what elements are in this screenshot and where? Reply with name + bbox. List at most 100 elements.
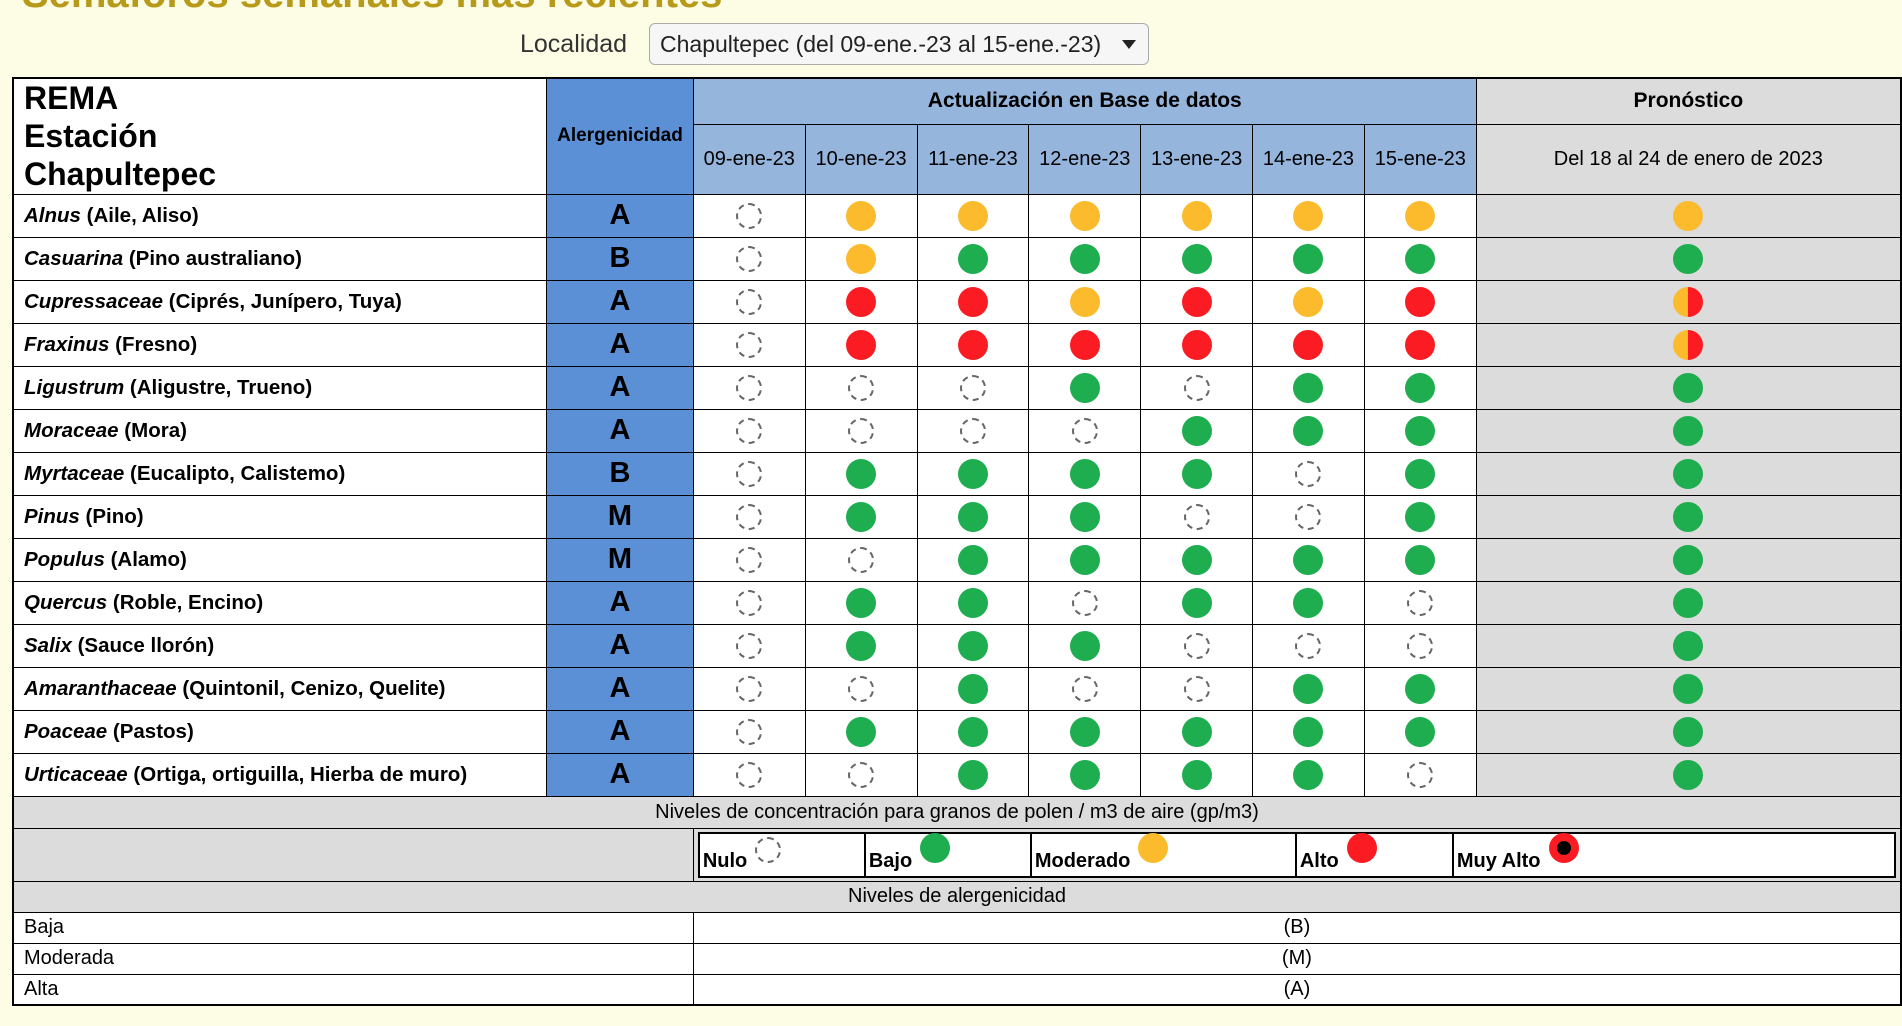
allergenicity-value: A — [546, 752, 694, 797]
forecast-cell — [1475, 365, 1902, 410]
genus-name: Casuarina — [24, 246, 124, 270]
level-cell — [804, 537, 918, 582]
bajo-level-icon — [957, 587, 988, 618]
level-cell — [804, 322, 918, 367]
genus-name: Myrtaceae — [24, 461, 125, 485]
split-level-icon — [1673, 329, 1704, 360]
bajo-level-icon — [1405, 415, 1436, 446]
bajo-level-icon — [1673, 372, 1704, 403]
genus-name: Urticaceae — [24, 762, 128, 786]
bajo-level-icon — [1673, 630, 1704, 661]
level-cell — [1140, 279, 1254, 324]
nulo-level-icon — [1071, 675, 1098, 702]
bajo-level-icon — [846, 587, 877, 618]
bajo-level-icon — [1673, 673, 1704, 704]
allergenicity-value: A — [546, 193, 694, 238]
level-cell — [1140, 365, 1254, 410]
allergenicity-level-row: Moderada (M) — [12, 942, 1902, 975]
forecast-cell — [1475, 494, 1902, 539]
level-cell — [916, 752, 1030, 797]
nulo-level-icon — [848, 675, 875, 702]
level-cell — [1028, 623, 1142, 668]
bajo-level-icon — [1293, 759, 1324, 790]
bajo-level-icon — [1181, 587, 1212, 618]
bajo-level-icon — [1181, 759, 1212, 790]
level-cell — [1252, 537, 1365, 582]
locality-select[interactable]: Chapultepec (del 09-ene.-23 al 15-ene.-2… — [649, 23, 1150, 65]
forecast-cell — [1475, 193, 1902, 238]
bajo-level-icon — [1405, 458, 1436, 489]
nulo-level-icon — [848, 374, 875, 401]
update-header: Actualización en Base de datos — [692, 77, 1477, 125]
level-cell — [916, 236, 1030, 281]
bajo-level-icon — [957, 673, 988, 704]
level-cell — [1028, 580, 1142, 625]
bajo-level-icon — [1405, 673, 1436, 704]
level-cell — [916, 408, 1030, 453]
level-cell — [804, 666, 918, 711]
level-cell — [804, 494, 918, 539]
alto-level-icon — [1346, 832, 1377, 863]
level-cell — [804, 408, 918, 453]
level-cell — [1363, 236, 1477, 281]
nulo-level-icon — [1183, 632, 1210, 659]
allergenicity-value: B — [546, 236, 694, 281]
nulo-level-icon — [736, 374, 763, 401]
moderado-level-icon — [1138, 832, 1169, 863]
alto-level-icon — [1181, 286, 1212, 317]
level-cell — [1252, 451, 1365, 496]
bajo-level-icon — [1673, 243, 1704, 274]
bajo-level-icon — [1293, 544, 1324, 575]
legend-label: Nulo — [702, 849, 748, 872]
level-cell — [1140, 322, 1254, 367]
nulo-level-icon — [736, 761, 763, 788]
date-header: 14-ene-23 — [1252, 123, 1365, 195]
table-row: Salix (Sauce llorón) A — [12, 623, 1902, 668]
forecast-cell — [1475, 537, 1902, 582]
station-line: Estación — [24, 118, 158, 155]
forecast-cell — [1475, 580, 1902, 625]
nulo-level-icon — [1407, 589, 1434, 616]
table-row: Poaceae (Pastos) A — [12, 709, 1902, 754]
level-cell — [692, 236, 806, 281]
pollen-table: REMA Estación Chapultepec Alergenicidad … — [12, 77, 1902, 1006]
allergenicity-value: A — [546, 279, 694, 324]
level-cell — [1363, 537, 1477, 582]
level-cell — [1363, 279, 1477, 324]
level-cell — [692, 580, 806, 625]
level-cell — [1028, 709, 1142, 754]
allergenicity-value: B — [546, 451, 694, 496]
level-cell — [692, 365, 806, 410]
bajo-level-icon — [1673, 587, 1704, 618]
taxon-name: Populus (Alamo) — [12, 537, 548, 582]
table-row: Amaranthaceae (Quintonil, Cenizo, Quelit… — [12, 666, 1902, 711]
bajo-level-icon — [1069, 759, 1100, 790]
level-cell — [1028, 537, 1142, 582]
table-row: Casuarina (Pino australiano) B — [12, 236, 1902, 281]
nulo-level-icon — [755, 836, 782, 863]
level-cell — [1252, 236, 1365, 281]
genus-name: Amaranthaceae — [24, 676, 177, 700]
nulo-level-icon — [1295, 503, 1322, 530]
bajo-level-icon — [1181, 415, 1212, 446]
bajo-level-icon — [1673, 544, 1704, 575]
level-cell — [1252, 408, 1365, 453]
date-header: 10-ene-23 — [804, 123, 918, 195]
allergenicity-level-name: Alta — [12, 973, 694, 1006]
bajo-level-icon — [1293, 716, 1324, 747]
level-cell — [692, 537, 806, 582]
level-cell — [1140, 752, 1254, 797]
bajo-level-icon — [1069, 501, 1100, 532]
moderado-level-icon — [957, 200, 988, 231]
level-cell — [692, 709, 806, 754]
bajo-level-icon — [1405, 243, 1436, 274]
nulo-level-icon — [1071, 417, 1098, 444]
moderado-level-icon — [1293, 286, 1324, 317]
level-cell — [804, 623, 918, 668]
common-name: (Quintonil, Cenizo, Quelite) — [182, 676, 446, 700]
moderado-level-icon — [1673, 200, 1704, 231]
level-cell — [804, 752, 918, 797]
genus-name: Pinus — [24, 504, 80, 528]
level-cell — [1363, 365, 1477, 410]
nulo-level-icon — [1183, 374, 1210, 401]
